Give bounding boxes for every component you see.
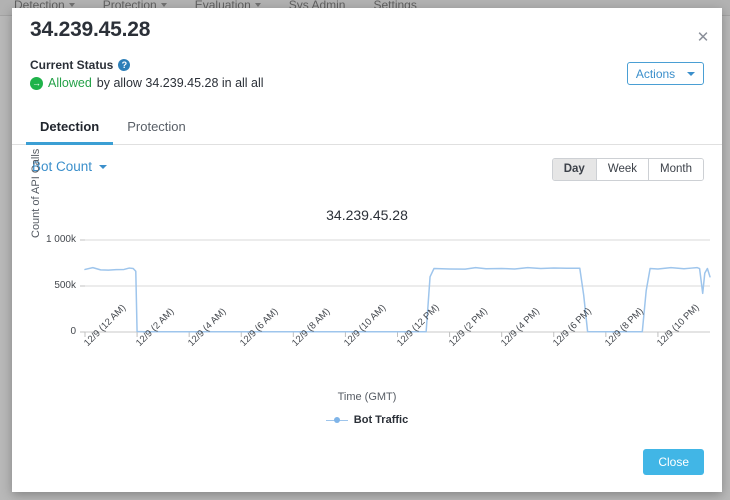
background-nav-item-protection[interactable]: Protection bbox=[89, 0, 181, 12]
chart-legend: Bot Traffic bbox=[12, 414, 722, 426]
background-nav-label: Protection bbox=[102, 0, 157, 12]
time-range-toggle: Day Week Month bbox=[551, 158, 704, 181]
chart-title: 34.239.45.28 bbox=[326, 207, 408, 223]
background-nav-item-evaluation[interactable]: Evaluation bbox=[181, 0, 275, 12]
tab-detection[interactable]: Detection bbox=[26, 116, 114, 145]
status-detail-text: by allow 34.239.45.28 in all all bbox=[96, 76, 264, 90]
help-icon[interactable]: ? bbox=[118, 59, 131, 71]
background-nav-label: Evaluation bbox=[194, 0, 251, 12]
background-nav-item-sys-admin[interactable]: Sys Admin bbox=[275, 0, 360, 12]
bot-traffic-chart: 34.239.45.28 12/9 (12 AM) 12/9 (2 AM) 12/9… bbox=[12, 193, 722, 438]
range-button-month[interactable]: Month bbox=[649, 159, 703, 180]
chart-y-axis-label: Count of API Calls bbox=[30, 148, 42, 238]
legend-item-label: Bot Traffic bbox=[353, 414, 409, 426]
page-title: 34.239.45.28 bbox=[30, 18, 151, 41]
current-status-block: Current Status ? → Allowed by allow 34.2… bbox=[30, 58, 264, 90]
tab-bar: Detection Protection bbox=[12, 116, 722, 145]
background-nav-item-settings[interactable]: Settings bbox=[359, 0, 430, 12]
chart-y-tick: 0 bbox=[70, 326, 76, 337]
legend-line-marker-icon bbox=[325, 415, 348, 425]
current-status-label: Current Status bbox=[30, 58, 114, 72]
detail-modal: ✕ 34.239.45.28 Current Status ? → Allowe… bbox=[12, 8, 722, 492]
current-status-label-row: Current Status ? bbox=[30, 58, 264, 72]
chevron-down-icon bbox=[99, 164, 108, 169]
background-nav-label: Settings bbox=[373, 0, 417, 12]
actions-button-label: Actions bbox=[635, 66, 676, 81]
background-nav-label: Detection bbox=[14, 0, 65, 12]
chevron-down-icon bbox=[68, 2, 75, 7]
range-button-week[interactable]: Week bbox=[596, 159, 650, 180]
chevron-down-icon bbox=[687, 71, 696, 76]
chart-x-axis-label: Time (GMT) bbox=[337, 391, 397, 403]
tab-protection[interactable]: Protection bbox=[127, 119, 186, 134]
background-nav-label: Sys Admin bbox=[288, 0, 346, 12]
arrow-right-icon: → bbox=[30, 76, 43, 90]
chevron-down-icon bbox=[160, 2, 167, 7]
close-button[interactable]: Close bbox=[643, 449, 704, 475]
range-button-day[interactable]: Day bbox=[552, 159, 597, 180]
status-badge: Allowed bbox=[48, 76, 92, 90]
background-nav-item-detection[interactable]: Detection bbox=[0, 0, 89, 12]
metric-dropdown-label: Bot Count bbox=[32, 159, 93, 174]
chevron-down-icon bbox=[254, 2, 261, 7]
close-icon[interactable]: ✕ bbox=[696, 29, 710, 46]
actions-button[interactable]: Actions bbox=[627, 62, 704, 85]
current-status-value-row: → Allowed by allow 34.239.45.28 in all a… bbox=[30, 76, 264, 90]
chart-y-tick: 500k bbox=[54, 280, 76, 291]
chart-y-tick: 1 000k bbox=[45, 234, 76, 245]
metric-dropdown[interactable]: Bot Count bbox=[32, 159, 108, 174]
chart-plot-area bbox=[80, 239, 711, 337]
